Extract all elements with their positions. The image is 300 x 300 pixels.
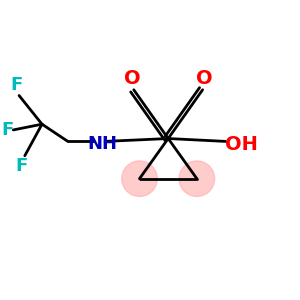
Text: NH: NH [87, 135, 117, 153]
Text: F: F [16, 157, 28, 175]
Circle shape [179, 161, 214, 196]
Text: OH: OH [225, 135, 258, 154]
Text: F: F [11, 76, 23, 94]
Text: O: O [196, 69, 212, 88]
Circle shape [122, 161, 157, 196]
Text: F: F [2, 121, 14, 139]
Text: O: O [124, 69, 141, 88]
